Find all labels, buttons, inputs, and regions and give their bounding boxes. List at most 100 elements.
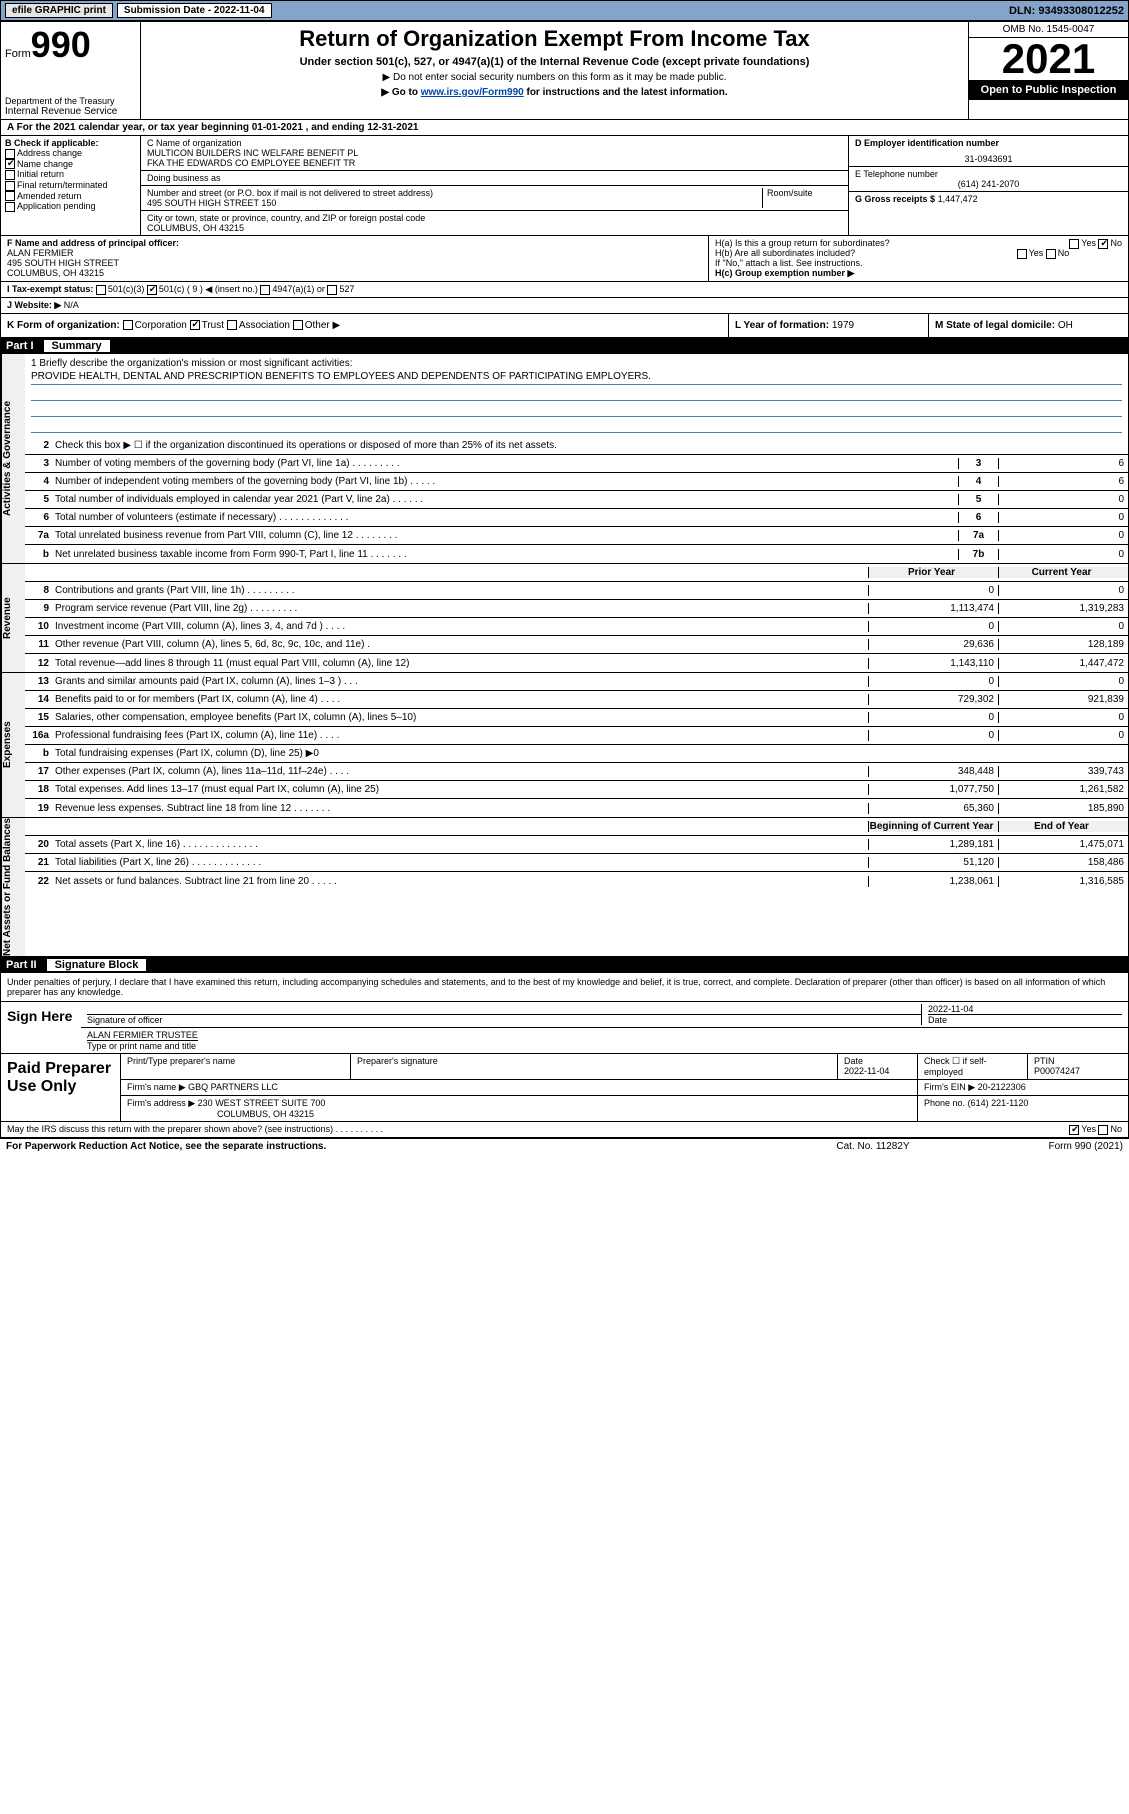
no-2: No [1058, 248, 1070, 258]
line-text: Number of independent voting members of … [55, 474, 958, 489]
line-text: Contributions and grants (Part VIII, lin… [55, 583, 868, 598]
chk-amended[interactable] [5, 191, 15, 201]
amended-return: Amended return [17, 191, 82, 201]
phone: (614) 221-1120 [968, 1098, 1029, 1108]
line-num: 11 [25, 639, 55, 650]
firm-ein-lbl: Firm's EIN ▶ [924, 1082, 975, 1092]
line-current: 1,316,585 [998, 876, 1128, 887]
line-num: 16a [25, 730, 55, 741]
hb-label: H(b) Are all subordinates included? [715, 248, 855, 258]
chk-501c3[interactable] [96, 285, 106, 295]
firm-addr1: 230 WEST STREET SUITE 700 [198, 1098, 326, 1108]
line-text: Total liabilities (Part X, line 26) . . … [55, 855, 868, 870]
line-current: 1,475,071 [998, 839, 1128, 850]
mission-text: PROVIDE HEALTH, DENTAL AND PRESCRIPTION … [31, 371, 1122, 385]
line-prior: 0 [868, 621, 998, 632]
phone-lbl: Phone no. [924, 1098, 965, 1108]
chk-assoc[interactable] [227, 320, 237, 330]
irs-link[interactable]: www.irs.gov/Form990 [421, 87, 524, 98]
return-subtitle: Under section 501(c), 527, or 4947(a)(1)… [145, 56, 964, 68]
line-text: Total number of individuals employed in … [55, 492, 958, 507]
part2-title: Signature Block [47, 959, 147, 971]
chk-name[interactable] [5, 159, 15, 169]
firm-addr-lbl: Firm's address ▶ [127, 1098, 195, 1108]
discuss-no[interactable] [1098, 1125, 1108, 1135]
line-text: Total fundraising expenses (Part IX, col… [55, 746, 868, 761]
street: 495 SOUTH HIGH STREET 150 [147, 198, 762, 208]
efile-print-button[interactable]: efile GRAPHIC print [5, 3, 113, 18]
chk-initial[interactable] [5, 170, 15, 180]
firm-ein: 20-2122306 [978, 1082, 1026, 1092]
chk-501c[interactable] [147, 285, 157, 295]
line-box: 3 [958, 458, 998, 469]
declaration: Under penalties of perjury, I declare th… [0, 973, 1129, 1002]
line-current: 0 [998, 730, 1128, 741]
chk-4947[interactable] [260, 285, 270, 295]
501c: 501(c) ( 9 ) ◀ (insert no.) [159, 284, 258, 294]
discuss-question: May the IRS discuss this return with the… [7, 1124, 1069, 1135]
discuss-yes[interactable] [1069, 1125, 1079, 1135]
ha-yes[interactable] [1069, 239, 1079, 249]
line-current: 1,319,283 [998, 603, 1128, 614]
line-num: 21 [25, 857, 55, 868]
ssn-note: ▶ Do not enter social security numbers o… [145, 72, 964, 83]
line-prior: 0 [868, 676, 998, 687]
chk-corp[interactable] [123, 320, 133, 330]
line-prior: 51,120 [868, 857, 998, 868]
line-num: 7a [25, 530, 55, 541]
submission-date: Submission Date - 2022-11-04 [117, 3, 272, 18]
line-current: 921,839 [998, 694, 1128, 705]
line-text: Other expenses (Part IX, column (A), lin… [55, 764, 868, 779]
street-label: Number and street (or P.O. box if mail i… [147, 188, 762, 198]
website-label: J Website: ▶ [7, 300, 61, 310]
state-domicile-label: M State of legal domicile: [935, 320, 1055, 331]
line-num: 12 [25, 658, 55, 669]
chk-527[interactable] [327, 285, 337, 295]
gross-label: G Gross receipts $ [855, 194, 935, 204]
app-pending: Application pending [17, 201, 96, 211]
line-num: 2 [25, 440, 55, 451]
line-current: 0 [998, 621, 1128, 632]
line-num: 15 [25, 712, 55, 723]
line-num: 8 [25, 585, 55, 596]
paid-date: 2022-11-04 [844, 1066, 889, 1076]
ha-no[interactable] [1098, 239, 1108, 249]
paperwork-notice: For Paperwork Reduction Act Notice, see … [6, 1141, 773, 1152]
line-text: Salaries, other compensation, employee b… [55, 710, 868, 725]
line-prior: 1,238,061 [868, 876, 998, 887]
line-num: b [25, 549, 55, 560]
chk-final[interactable] [5, 181, 15, 191]
line-num: 18 [25, 784, 55, 795]
cat-no: Cat. No. 11282Y [773, 1141, 973, 1152]
return-title: Return of Organization Exempt From Incom… [145, 26, 964, 52]
end-year-hdr: End of Year [998, 821, 1128, 832]
open-inspection: Open to Public Inspection [969, 80, 1128, 100]
officer-addr2: COLUMBUS, OH 43215 [7, 268, 702, 278]
gross-receipts: 1,447,472 [938, 194, 978, 204]
officer-label: F Name and address of principal officer: [7, 238, 702, 248]
city: COLUMBUS, OH 43215 [147, 223, 842, 233]
line-text: Total unrelated business revenue from Pa… [55, 528, 958, 543]
line-val: 0 [998, 530, 1128, 541]
part2-label: Part II [6, 959, 37, 971]
hb-yes[interactable] [1017, 249, 1027, 259]
hb-no[interactable] [1046, 249, 1056, 259]
line-text: Benefits paid to or for members (Part IX… [55, 692, 868, 707]
chk-other[interactable] [293, 320, 303, 330]
final-return: Final return/terminated [17, 180, 108, 190]
chk-app[interactable] [5, 202, 15, 212]
ein-label: D Employer identification number [855, 138, 1122, 148]
line-current: 0 [998, 585, 1128, 596]
4947a1: 4947(a)(1) or [272, 284, 325, 294]
line-text: Total revenue—add lines 8 through 11 (mu… [55, 656, 868, 671]
line-text: Program service revenue (Part VIII, line… [55, 601, 868, 616]
line-num: 3 [25, 458, 55, 469]
irs-label: Internal Revenue Service [5, 106, 136, 117]
line-prior: 0 [868, 585, 998, 596]
sig-date: 2022-11-04 [928, 1004, 1122, 1014]
chk-trust[interactable] [190, 320, 200, 330]
year-formation: 1979 [832, 320, 854, 331]
line-text: Professional fundraising fees (Part IX, … [55, 728, 868, 743]
line-num: 14 [25, 694, 55, 705]
line-num: b [25, 748, 55, 759]
